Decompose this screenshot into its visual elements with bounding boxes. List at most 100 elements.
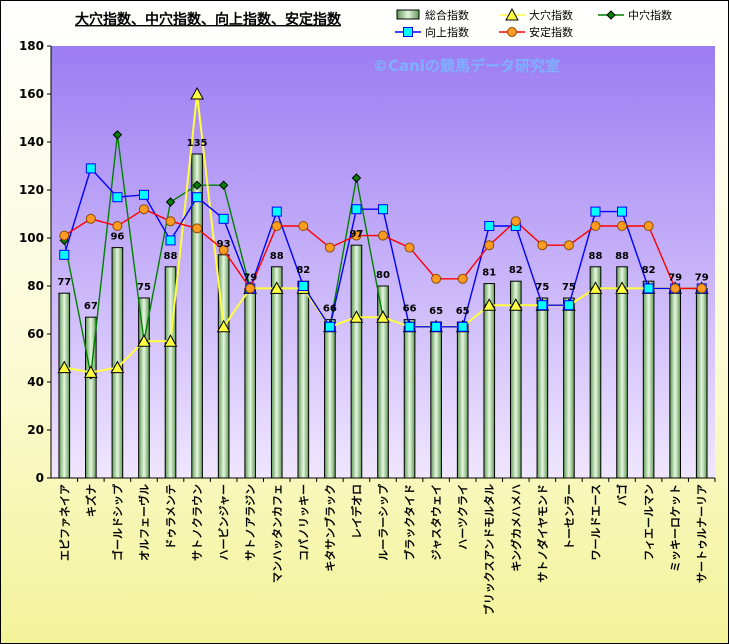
watermark: ©Caniの競馬データ研究室 [373,57,560,75]
x-category-label: ルーラーシップ [376,483,390,561]
bar [589,266,602,479]
line-marker [190,86,204,100]
line-marker [269,281,284,294]
line-marker [505,7,519,21]
bar [509,280,522,479]
y-tick-label: 0 [36,471,44,485]
bar-data-label: 65 [429,306,443,317]
line-marker [404,242,415,253]
bar-data-label: 79 [243,272,257,283]
bar-data-label: 82 [642,265,656,276]
y-tick-label: 20 [27,423,44,437]
y-axis-ticks: 0 20 40 60 80 100 120 140 160 180 [19,39,51,485]
x-category-label: ハーツクライ [457,484,470,550]
line-marker [85,163,96,174]
x-category-label: ハービンジャー [217,484,231,560]
line-marker [245,283,256,294]
x-category-label: ブリックスアンドモルタル [482,484,496,615]
line-marker [404,321,415,332]
y-tick-label: 180 [19,39,44,53]
x-category-label: サートゥルナーリア [696,484,709,583]
bar [536,297,549,479]
x-category-label: エピファネイア [58,484,71,561]
bar [456,321,469,479]
bar-data-label: 88 [589,251,603,262]
line-marker [563,240,574,251]
line-marker [643,283,654,294]
line-marker [298,221,309,231]
x-category-label: サトノクラウン [191,484,204,561]
legend-label: 総合指数 [425,8,469,22]
x-category-label: ミッキーロケット [669,484,682,572]
line-marker [696,283,707,294]
line-marker [165,235,176,246]
bar-data-label: 75 [137,282,151,293]
bar-data-label: 97 [349,229,363,240]
line-marker [537,300,548,311]
bar [403,319,416,479]
line-marker [112,192,123,203]
line-marker [563,300,574,311]
line-marker [510,216,521,227]
line-marker [507,27,517,37]
bar [297,280,310,479]
line-marker [324,321,335,332]
line-marker [271,221,282,231]
line-marker [588,281,603,294]
x-category-label: キタサンブラック [323,484,337,572]
bar-data-label: 75 [535,282,549,293]
line-marker [218,213,229,224]
x-category-label: ワールドエース [589,484,602,560]
bar-data-label: 96 [110,232,124,243]
y-tick-label: 120 [19,183,44,197]
x-category-label: キングカメハメハ [509,484,523,572]
x-category-label: フィエールマン [643,484,656,561]
legend-swatch [396,9,420,20]
line-marker [192,192,203,203]
bar-data-label: 67 [84,301,98,312]
line-marker [617,221,628,231]
x-category-label: ゴールドシップ [110,483,124,561]
x-category-label: サトノダイヤモンド [535,484,549,583]
bar-data-label: 88 [615,251,629,262]
line-marker [615,281,629,294]
bar [324,319,336,479]
legend-label: 向上指数 [425,25,469,39]
line-marker [137,334,151,347]
line-marker [165,197,176,207]
bar [270,266,283,479]
line-marker [403,27,413,37]
line-marker [85,213,96,224]
bar [430,321,442,479]
line-marker [482,298,497,311]
line-marker [643,221,654,231]
y-tick-label: 60 [27,327,44,341]
bar-data-label: 82 [509,265,523,276]
line-marker [457,321,468,332]
x-category-label: レイデオロ [349,484,363,539]
line-marker [431,273,442,284]
bar-data-label: 65 [456,306,470,317]
line-marker [163,334,178,347]
line-series [57,86,709,380]
bar-data-label: 79 [668,272,682,283]
x-category-label: トーセンラー [563,484,576,550]
bar [642,280,655,479]
bar [244,287,257,479]
line-marker [57,360,72,374]
bar-data-label: 82 [296,265,310,276]
bar-data-label: 66 [403,304,417,315]
x-category-label: ドゥラメンテ [165,484,178,550]
bar [483,283,496,479]
line-marker [431,321,442,332]
line-marker [484,240,495,251]
x-category-label: ブラックタイド [403,484,417,561]
line-marker [351,204,362,215]
line-marker [617,206,628,217]
line-marker [351,173,362,183]
x-category-label: マンハッタンカフェ [271,484,284,583]
line-marker [537,240,548,251]
line-marker [112,221,123,231]
bar-data-label: 135 [187,138,208,149]
